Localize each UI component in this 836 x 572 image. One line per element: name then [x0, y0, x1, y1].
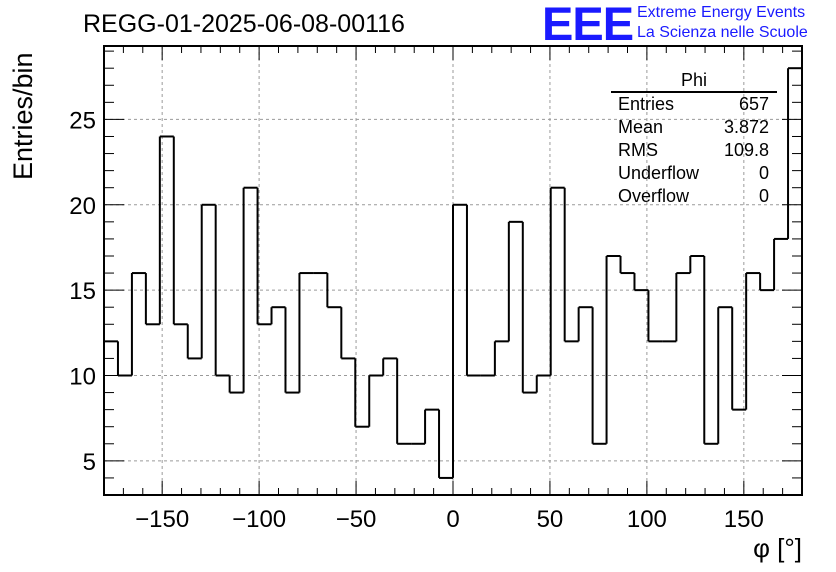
- x-tick-label: −50: [336, 506, 377, 533]
- stats-row-rms: RMS 109.8: [611, 139, 777, 162]
- stats-row-underflow: Underflow 0: [611, 162, 777, 185]
- x-tick-label: 100: [627, 506, 667, 533]
- x-axis-label: φ [°]: [753, 533, 802, 563]
- stats-label: Entries: [618, 94, 675, 114]
- x-tick-label: 0: [446, 506, 459, 533]
- stats-box: Phi Entries 657 Mean 3.872 RMS 109.8 Und…: [611, 70, 777, 208]
- logo-line-2: La Scienza nelle Scuole: [637, 24, 808, 41]
- logo-line-1: Extreme Energy Events: [637, 4, 806, 21]
- y-tick-label: 15: [69, 278, 96, 305]
- stats-label: Mean: [618, 117, 664, 137]
- stats-row-mean: Mean 3.872: [611, 116, 777, 139]
- stats-value: 0: [758, 186, 769, 206]
- stats-row-overflow: Overflow 0: [611, 185, 777, 208]
- x-tick-label: 50: [537, 506, 564, 533]
- stats-title: Phi: [611, 70, 777, 93]
- x-tick-labels: −150 −100 −50 0 50 100 150: [135, 506, 764, 533]
- stats-label: RMS: [618, 140, 658, 160]
- run-title: REGG-01-2025-06-08-00116: [83, 10, 405, 38]
- stats-value: 657: [738, 94, 769, 114]
- eee-logo: EEE: [542, 0, 634, 50]
- stats-value: 0: [758, 163, 769, 183]
- x-tick-label: 150: [724, 506, 764, 533]
- y-tick-label: 5: [83, 449, 96, 476]
- y-axis-label: Entries/bin: [8, 52, 38, 180]
- axis-ticks: [104, 46, 803, 496]
- y-tick-label: 25: [69, 107, 96, 134]
- y-tick-labels: 5 10 15 20 25: [69, 107, 96, 475]
- y-tick-label: 10: [69, 363, 96, 390]
- x-tick-label: −150: [135, 506, 189, 533]
- stats-label: Underflow: [618, 163, 700, 183]
- x-tick-label: −100: [232, 506, 286, 533]
- y-axis-label-wrapper: Entries/bin: [6, 52, 38, 200]
- stats-value: 109.8: [723, 140, 769, 160]
- y-tick-label: 20: [69, 193, 96, 220]
- stats-label: Overflow: [618, 186, 690, 206]
- stats-row-entries: Entries 657: [611, 93, 777, 116]
- stats-value: 3.872: [723, 117, 769, 137]
